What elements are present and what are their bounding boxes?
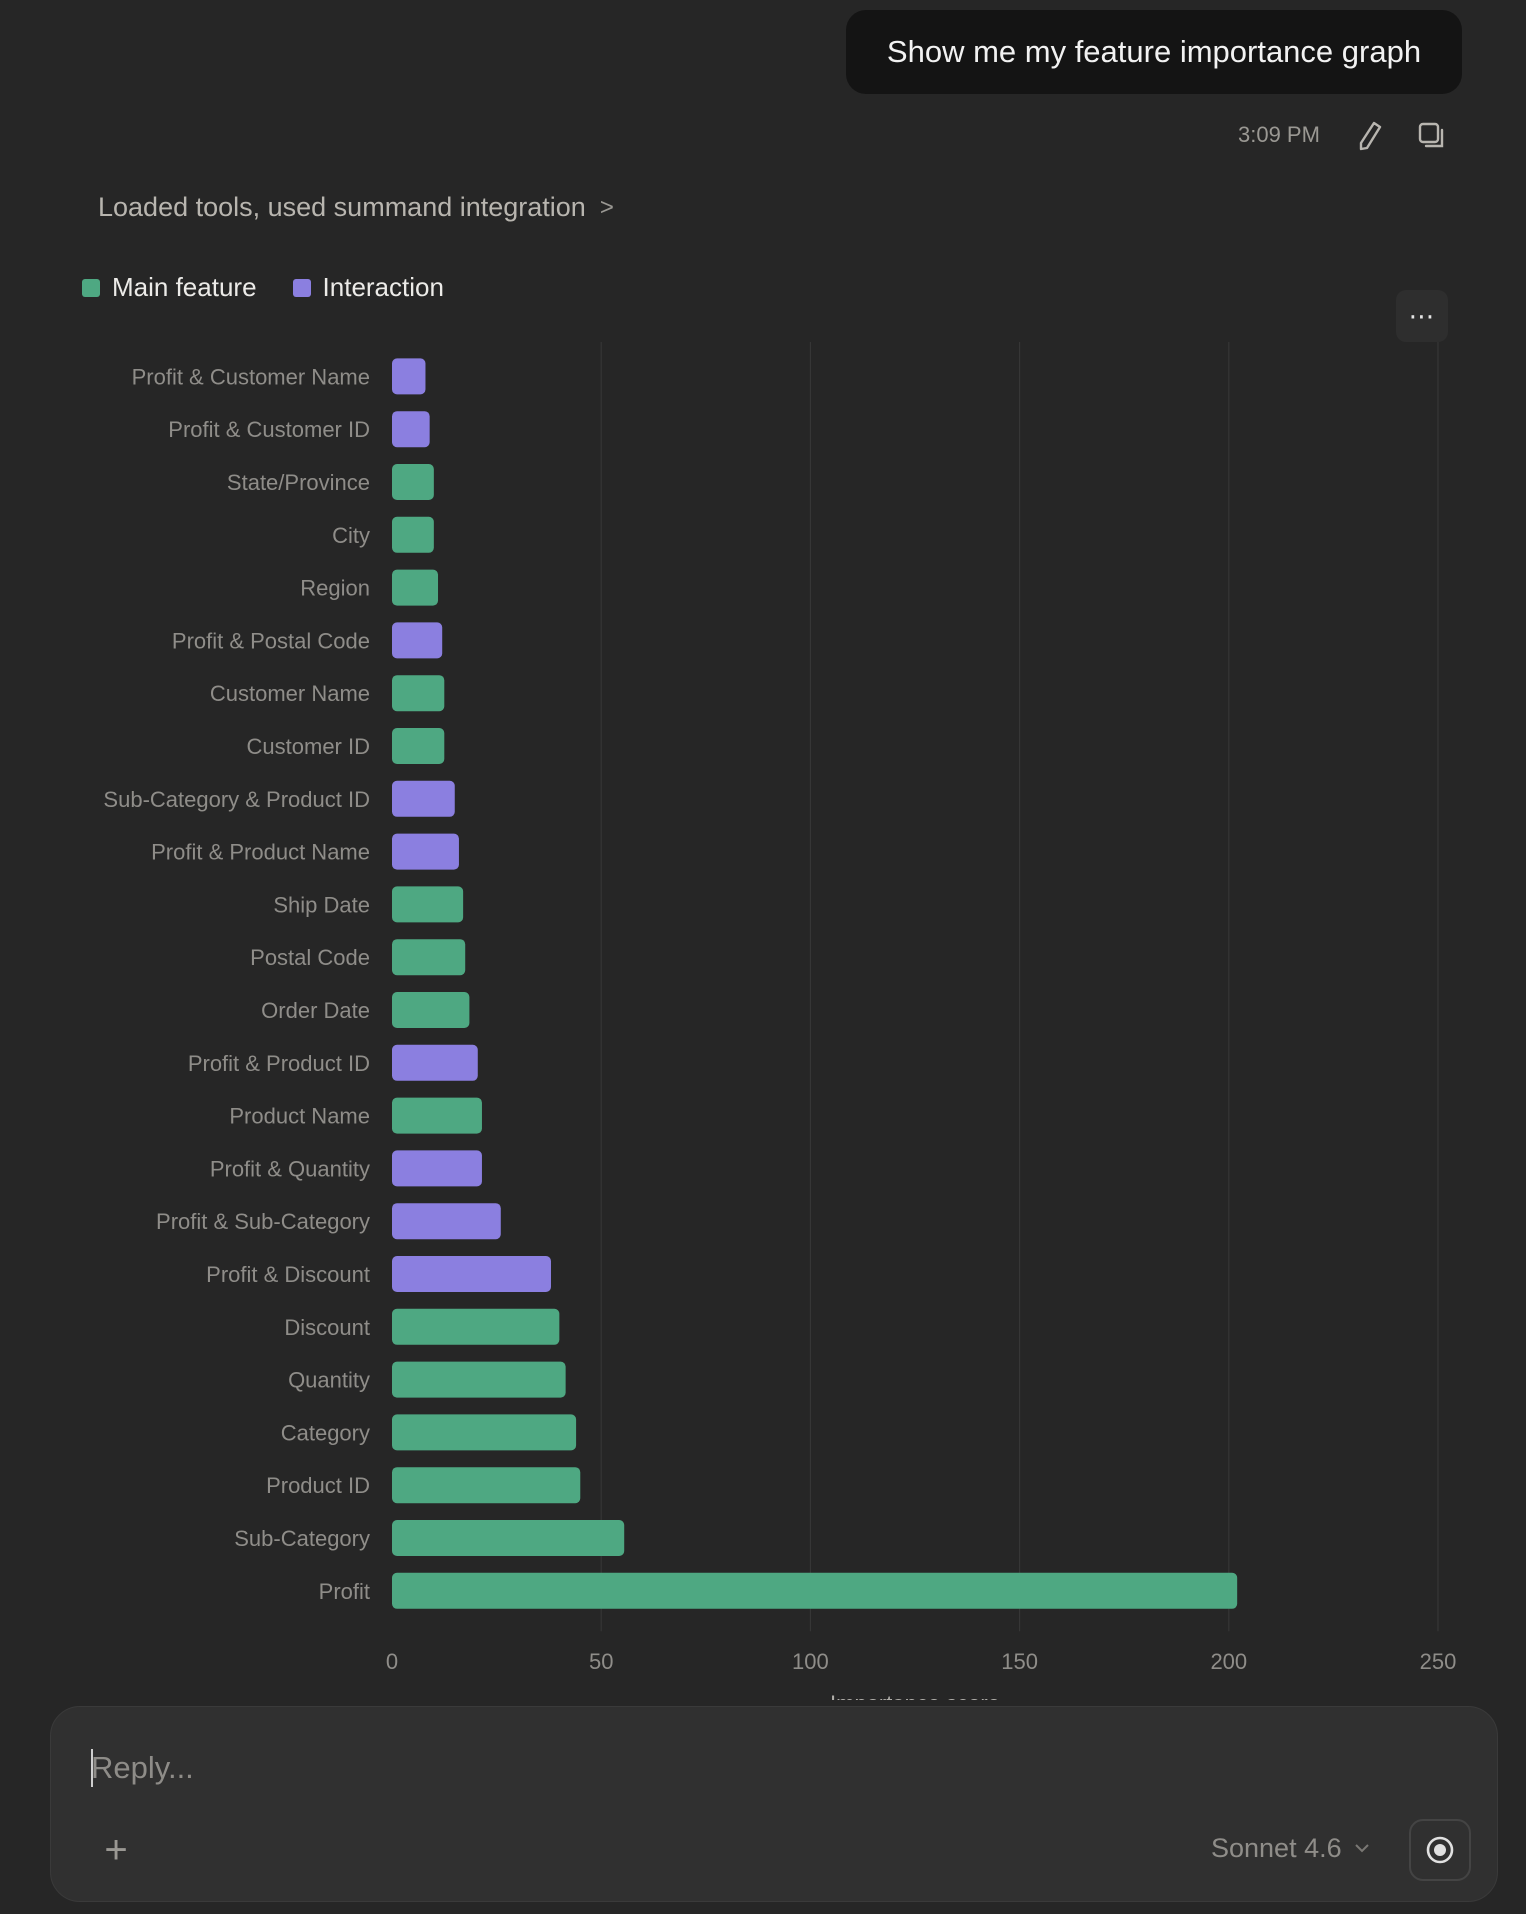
bar — [392, 1572, 1238, 1609]
x-tick-label: 100 — [792, 1649, 829, 1674]
y-tick-label: Sub-Category — [234, 1526, 370, 1551]
y-tick-label: Profit & Product Name — [151, 840, 370, 865]
more-horizontal-icon[interactable]: ⋯ — [1396, 290, 1448, 342]
bar — [392, 1150, 482, 1187]
legend-label-main-feature: Main feature — [112, 272, 257, 302]
bar — [392, 1256, 551, 1292]
bar — [392, 1520, 625, 1556]
bar — [392, 1308, 560, 1345]
x-tick-label: 250 — [1420, 1649, 1457, 1674]
y-tick-label: Customer ID — [247, 734, 370, 759]
x-tick-label: 50 — [589, 1649, 613, 1674]
bar — [392, 358, 426, 395]
bar — [392, 675, 445, 712]
more-options-glyph: ⋯ — [1408, 300, 1436, 331]
tool-usage-text: Loaded tools, used summand integration — [98, 192, 586, 222]
y-tick-label: Category — [281, 1420, 370, 1445]
reply-input[interactable] — [89, 1743, 1193, 1793]
legend-swatch-interaction — [292, 278, 311, 297]
x-tick-label: 200 — [1210, 1649, 1247, 1674]
plus-icon[interactable]: + — [91, 1825, 141, 1875]
bar — [392, 728, 445, 764]
bar — [392, 622, 443, 659]
legend-item-interaction: Interaction — [292, 272, 444, 303]
y-tick-label: Profit & Quantity — [210, 1156, 370, 1181]
user-message-bubble: Show me my feature importance graph — [846, 10, 1462, 94]
voice-mode-icon[interactable] — [1409, 1819, 1471, 1881]
chevron-right-icon: > — [599, 193, 614, 221]
user-message-text: Show me my feature importance graph — [886, 34, 1422, 69]
y-tick-label: Quantity — [288, 1368, 370, 1393]
message-timestamp: 3:09 PM — [1238, 122, 1320, 147]
y-tick-label: State/Province — [227, 470, 370, 495]
y-tick-label: Profit & Sub-Category — [156, 1209, 370, 1234]
y-tick-label: Profit & Discount — [206, 1262, 370, 1287]
y-tick-label: Ship Date — [273, 892, 370, 917]
y-tick-label: Sub-Category & Product ID — [103, 787, 370, 812]
copy-icon[interactable] — [1412, 116, 1452, 156]
y-tick-label: City — [332, 523, 370, 548]
feature-importance-chart: 0 50 100 150 200 250 Importance score Profit & … — [103, 342, 1457, 1700]
y-tick-label: Discount — [284, 1315, 370, 1340]
bar — [392, 992, 470, 1028]
bar — [392, 1467, 581, 1504]
chart-legend: Main feature Interaction — [82, 272, 444, 303]
reply-composer: + Sonnet 4.6 — [50, 1706, 1498, 1902]
bar — [392, 886, 464, 923]
model-name: Sonnet 4.6 — [1211, 1833, 1342, 1863]
legend-item-main-feature: Main feature — [82, 272, 257, 303]
y-tick-label: Region — [300, 576, 370, 601]
bar — [392, 1414, 577, 1451]
bar — [392, 1203, 501, 1240]
y-tick-label: Profit & Customer ID — [168, 417, 370, 442]
tool-usage-toggle[interactable]: Loaded tools, used summand integration > — [98, 192, 614, 223]
y-tick-label: Postal Code — [250, 945, 370, 970]
y-tick-label: Profit & Postal Code — [172, 628, 370, 653]
bar — [392, 780, 455, 817]
bar — [392, 464, 434, 500]
bar — [392, 1361, 566, 1398]
x-tick-label: 0 — [386, 1649, 398, 1674]
plus-glyph: + — [104, 1827, 128, 1872]
legend-label-interaction: Interaction — [322, 272, 444, 302]
legend-swatch-main-feature — [82, 278, 100, 297]
x-tick-label: 150 — [1001, 1649, 1038, 1674]
y-tick-label: Customer Name — [210, 681, 370, 706]
bar — [392, 516, 434, 553]
x-axis-label: Importance score — [830, 1691, 1000, 1700]
y-tick-label: Profit & Customer Name — [132, 364, 370, 389]
y-tick-label: Profit & Product ID — [188, 1051, 370, 1076]
y-tick-label: Product ID — [266, 1473, 370, 1498]
text-caret — [91, 1749, 93, 1787]
bar — [392, 411, 430, 448]
y-tick-label: Order Date — [261, 998, 370, 1023]
message-actions: 3:09 PM — [1200, 114, 1470, 154]
bar — [392, 939, 466, 976]
bar — [392, 833, 459, 870]
y-tick-label: Product Name — [229, 1104, 370, 1129]
y-tick-label: Profit — [319, 1579, 370, 1604]
bar — [392, 569, 439, 606]
bar — [392, 1097, 482, 1134]
chevron-down-icon — [1354, 1838, 1370, 1859]
model-selector[interactable]: Sonnet 4.6 — [1211, 1833, 1370, 1864]
pencil-icon[interactable] — [1350, 116, 1390, 156]
bar — [392, 1044, 478, 1081]
